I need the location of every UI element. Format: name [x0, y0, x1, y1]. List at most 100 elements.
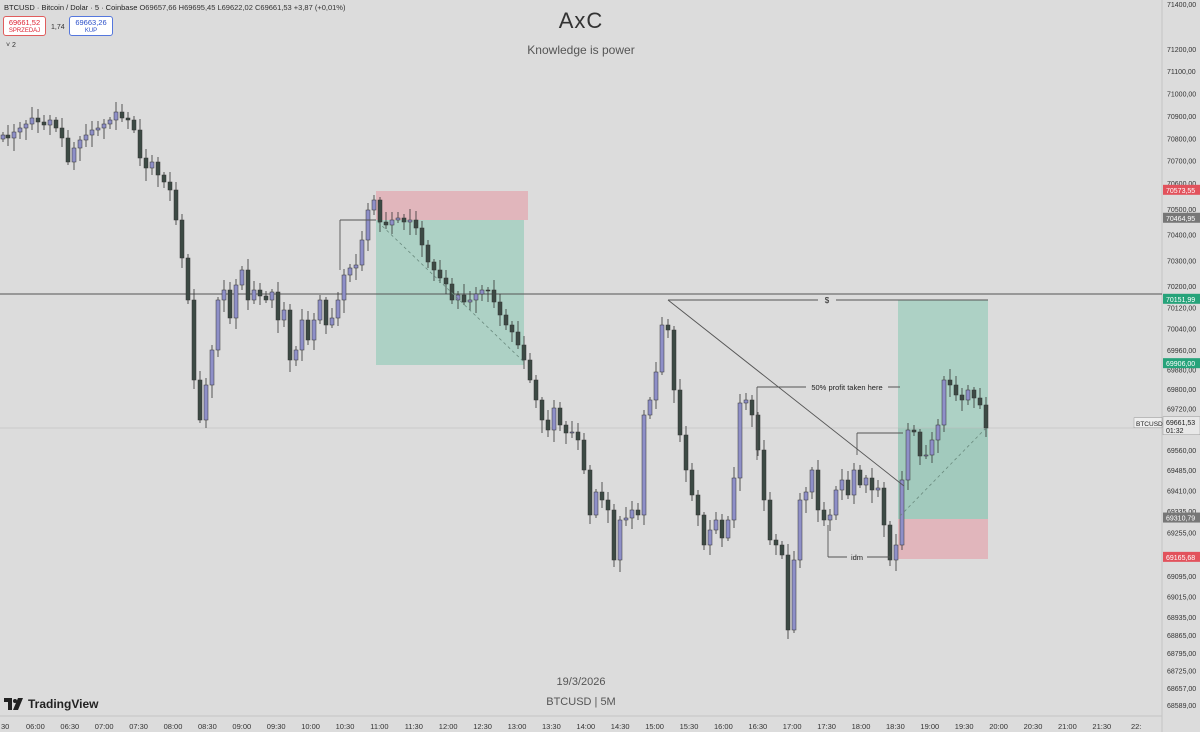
- candle[interactable]: [263, 291, 269, 303]
- candle[interactable]: [869, 468, 875, 503]
- candle[interactable]: [413, 211, 419, 235]
- candle[interactable]: [497, 294, 503, 326]
- candle[interactable]: [557, 402, 563, 431]
- candle[interactable]: [215, 297, 221, 357]
- candle[interactable]: [527, 353, 533, 383]
- candle[interactable]: [305, 311, 311, 345]
- candle[interactable]: [449, 278, 455, 304]
- candle[interactable]: [467, 291, 473, 310]
- candle[interactable]: [881, 482, 887, 537]
- candle[interactable]: [203, 378, 209, 428]
- sell-button[interactable]: 69661,52 SPRZEDAJ: [3, 16, 46, 36]
- candle[interactable]: [269, 289, 275, 308]
- candle[interactable]: [731, 467, 737, 528]
- candle[interactable]: [389, 212, 395, 234]
- candle[interactable]: [491, 280, 497, 308]
- candle[interactable]: [707, 520, 713, 555]
- candle[interactable]: [587, 465, 593, 524]
- candle[interactable]: [725, 516, 731, 541]
- candle[interactable]: [197, 371, 203, 423]
- candle[interactable]: [983, 397, 989, 437]
- candle[interactable]: [317, 295, 323, 324]
- candle[interactable]: [17, 122, 23, 139]
- candle[interactable]: [887, 521, 893, 566]
- candle[interactable]: [659, 317, 665, 375]
- candle[interactable]: [167, 172, 173, 201]
- candle[interactable]: [695, 490, 701, 526]
- candle[interactable]: [353, 254, 359, 280]
- candle[interactable]: [503, 309, 509, 330]
- candle[interactable]: [791, 551, 797, 633]
- candle[interactable]: [359, 231, 365, 271]
- candle[interactable]: [245, 259, 251, 310]
- candle[interactable]: [647, 397, 653, 419]
- candle[interactable]: [377, 197, 383, 232]
- candle[interactable]: [929, 432, 935, 463]
- candle[interactable]: [893, 534, 899, 571]
- candle[interactable]: [341, 269, 347, 313]
- candle[interactable]: [581, 433, 587, 474]
- candle[interactable]: [833, 486, 839, 520]
- candle[interactable]: [209, 345, 215, 398]
- candle[interactable]: [743, 393, 749, 410]
- candle[interactable]: [473, 287, 479, 313]
- candle[interactable]: [323, 297, 329, 334]
- candle[interactable]: [425, 240, 431, 268]
- candle[interactable]: [461, 284, 467, 305]
- candle[interactable]: [785, 544, 791, 639]
- candle[interactable]: [443, 270, 449, 294]
- candle[interactable]: [185, 254, 191, 304]
- candle[interactable]: [179, 214, 185, 268]
- candle[interactable]: [965, 385, 971, 405]
- candle[interactable]: [551, 400, 557, 442]
- candle[interactable]: [23, 120, 29, 140]
- indicators-toggle[interactable]: ˅ 2: [6, 42, 16, 49]
- candle[interactable]: [281, 302, 287, 327]
- candle[interactable]: [401, 214, 407, 230]
- candle[interactable]: [329, 308, 335, 328]
- candle[interactable]: [137, 119, 143, 166]
- candle[interactable]: [629, 501, 635, 529]
- candle[interactable]: [653, 362, 659, 409]
- candle[interactable]: [53, 117, 59, 132]
- candle[interactable]: [77, 136, 83, 161]
- candle[interactable]: [689, 463, 695, 501]
- candle[interactable]: [839, 469, 845, 500]
- candle[interactable]: [509, 321, 515, 342]
- candle[interactable]: [89, 121, 95, 147]
- candle[interactable]: [923, 445, 929, 459]
- candle[interactable]: [959, 388, 965, 411]
- candle[interactable]: [851, 463, 857, 504]
- candle[interactable]: [155, 157, 161, 187]
- candle[interactable]: [779, 541, 785, 559]
- candle[interactable]: [365, 203, 371, 251]
- candle[interactable]: [119, 104, 125, 122]
- candle[interactable]: [233, 279, 239, 329]
- candle[interactable]: [617, 516, 623, 572]
- candle[interactable]: [947, 369, 953, 397]
- candle[interactable]: [47, 115, 53, 135]
- candle[interactable]: [569, 421, 575, 438]
- candle[interactable]: [371, 195, 377, 215]
- candle[interactable]: [287, 304, 293, 372]
- candle[interactable]: [485, 287, 491, 302]
- candle[interactable]: [161, 172, 167, 188]
- candle[interactable]: [107, 117, 113, 129]
- candle[interactable]: [71, 142, 77, 170]
- candle[interactable]: [755, 412, 761, 456]
- symbol-line[interactable]: BTCUSD · Bitcoin / Dolar · 5 · Coinbase: [4, 3, 138, 12]
- candle[interactable]: [347, 264, 353, 282]
- candle[interactable]: [623, 507, 629, 526]
- candle[interactable]: [797, 493, 803, 568]
- candle[interactable]: [737, 394, 743, 491]
- candle[interactable]: [239, 266, 245, 290]
- candle[interactable]: [641, 410, 647, 525]
- candle[interactable]: [953, 376, 959, 401]
- candle[interactable]: [431, 259, 437, 281]
- right-filled-zone[interactable]: [898, 428, 988, 519]
- candle[interactable]: [143, 149, 149, 181]
- candle[interactable]: [815, 460, 821, 522]
- left-stop-zone[interactable]: [376, 191, 528, 220]
- candle[interactable]: [95, 121, 101, 136]
